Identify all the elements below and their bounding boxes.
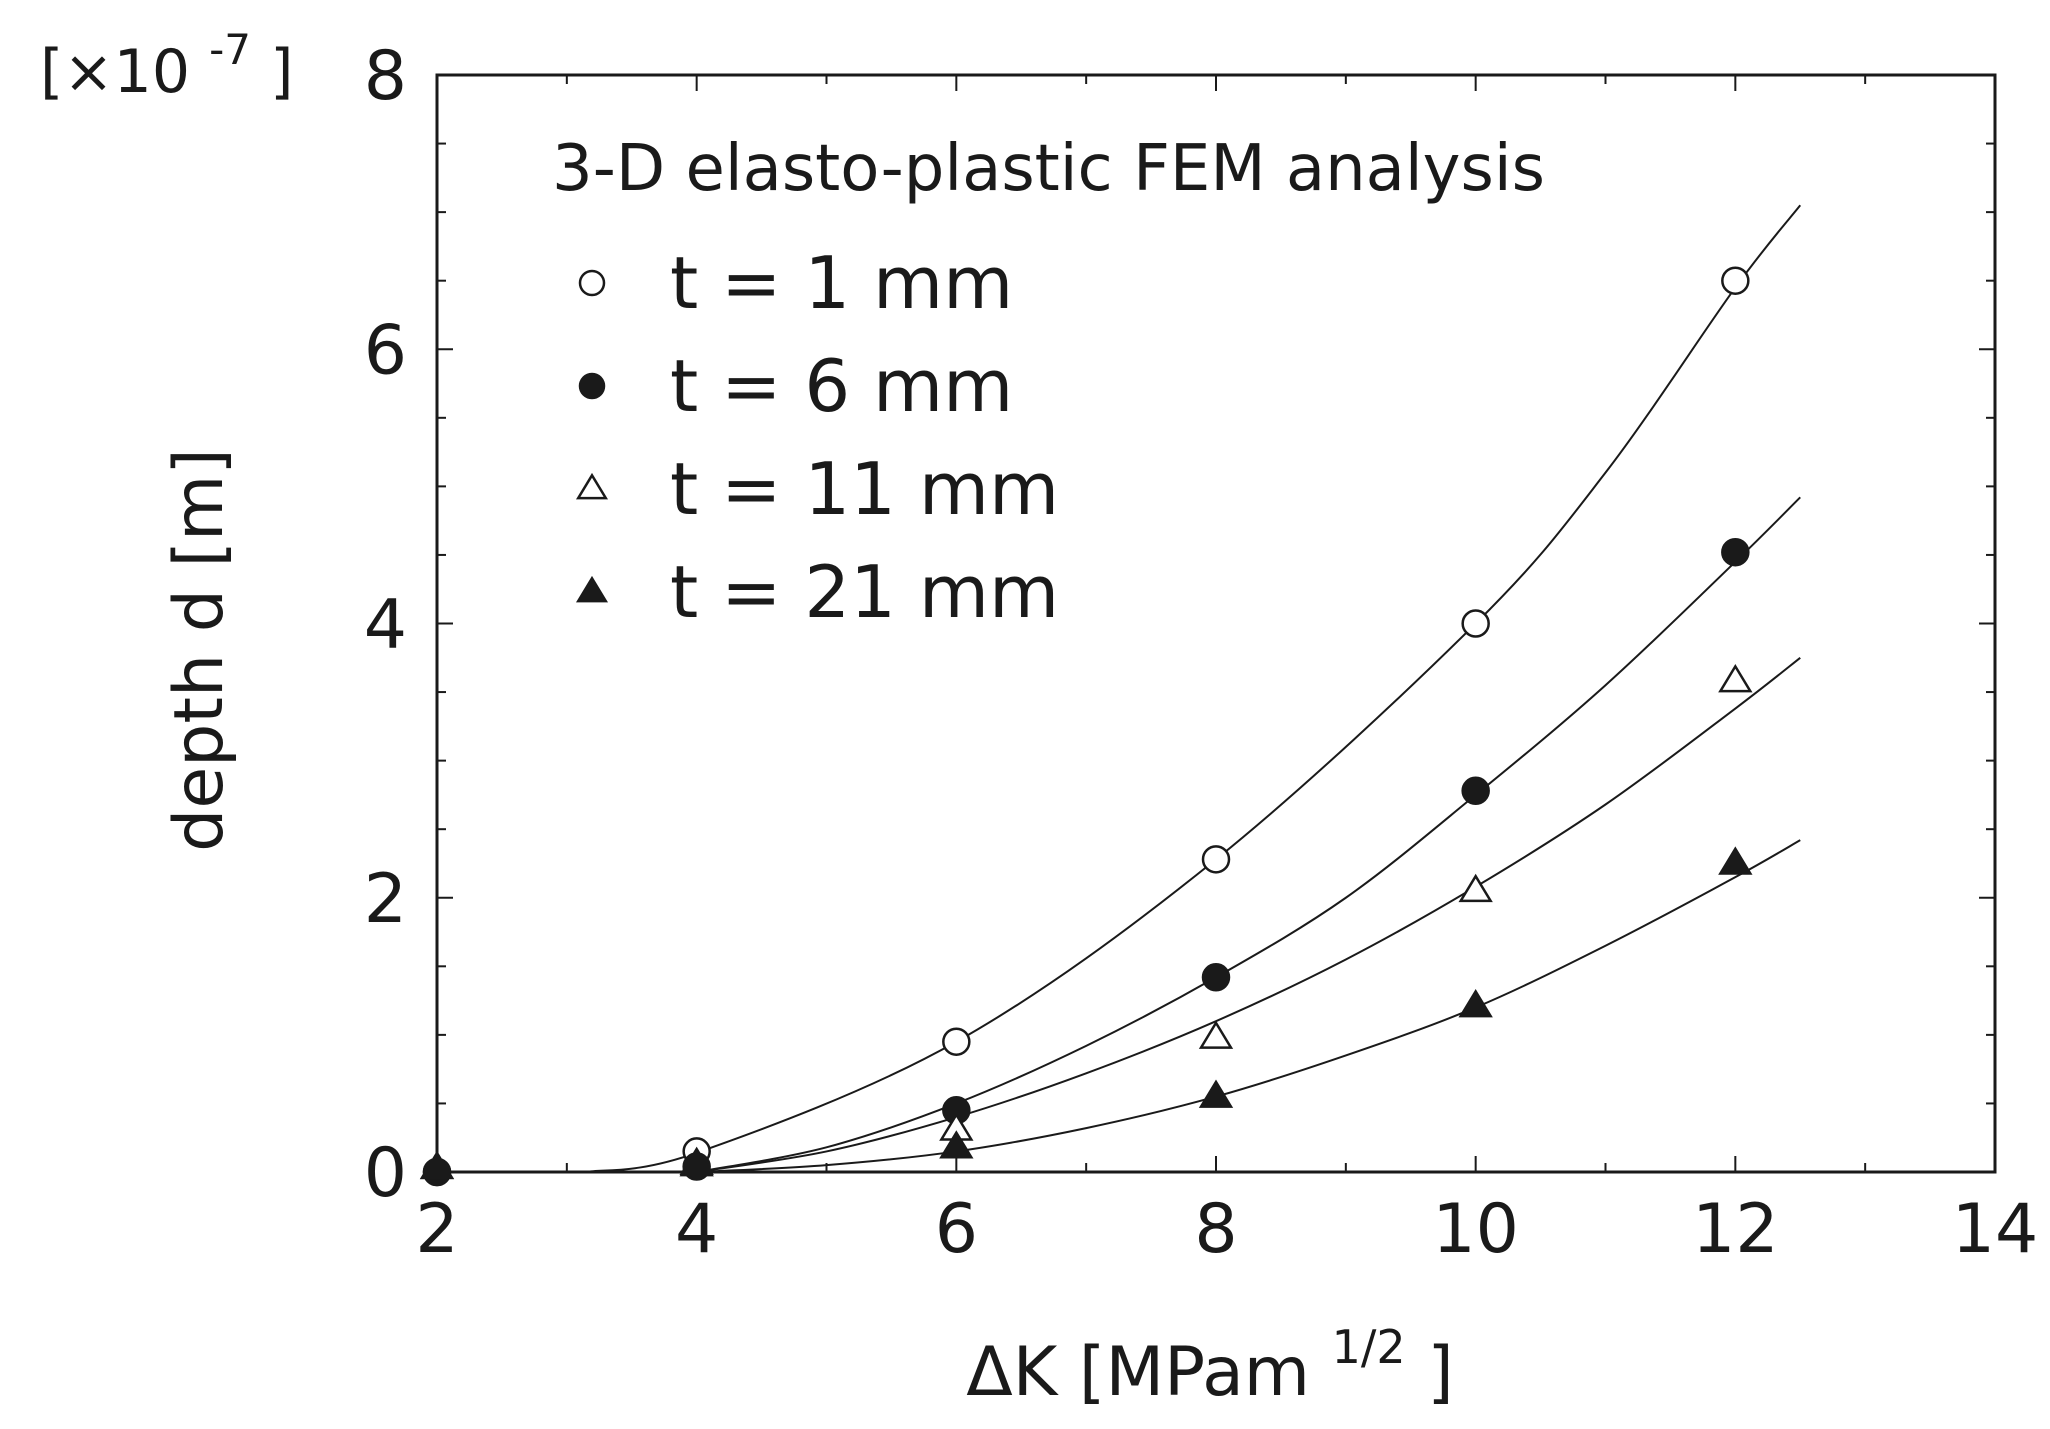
- x-tick-label: 10: [1432, 1190, 1519, 1269]
- y-multiplier-prefix: [×10: [40, 37, 190, 107]
- x-axis-label: ΔK [MPam 1/2 ]: [966, 1301, 1454, 1412]
- x-tick-label: 6: [935, 1190, 978, 1269]
- x-axis-label-main: ΔK [MPam: [966, 1333, 1310, 1412]
- data-point-series-3: [1198, 1020, 1234, 1049]
- y-multiplier-label: [×10 -7 ]: [40, 9, 294, 107]
- data-point-series-1: [942, 1027, 971, 1056]
- legend-label-series-1: t = 1 mm: [670, 241, 1013, 325]
- data-point-series-1: [1721, 266, 1750, 295]
- data-point-series-2: [1461, 776, 1490, 806]
- data-point-series-3: [1458, 873, 1493, 903]
- data-point-series-4: [1718, 846, 1753, 875]
- x-tick-label: 4: [675, 1190, 718, 1269]
- chart-title: 3-D elasto-plastic FEM analysis: [552, 132, 1545, 206]
- x-axis-label-sup: 1/2: [1332, 1320, 1406, 1374]
- y-axis-label: depth d [m]: [160, 448, 239, 852]
- legend-label-series-2: t = 6 mm: [670, 344, 1013, 428]
- data-point-series-1: [1461, 609, 1490, 638]
- fit-curve-series-3: [696, 656, 1801, 1173]
- data-point-series-4: [1458, 988, 1493, 1018]
- y-tick-label: 6: [364, 311, 407, 390]
- y-multiplier-suffix: ]: [270, 37, 293, 107]
- fit-curve-series-2: [696, 496, 1801, 1173]
- y-multiplier-sup: -7: [209, 25, 251, 74]
- legend-label-series-4: t = 21 mm: [670, 550, 1059, 634]
- x-tick-label: 14: [1952, 1190, 2039, 1269]
- fit-curve-series-4: [696, 839, 1801, 1173]
- x-tick-label: 2: [415, 1190, 458, 1269]
- y-tick-label: 2: [364, 860, 407, 939]
- legend-marker-series-2: [578, 372, 606, 400]
- fit-curve-series-1: [586, 204, 1802, 1173]
- x-tick-label: 12: [1692, 1190, 1779, 1269]
- data-point-series-1: [1201, 845, 1231, 874]
- x-axis-label-end: ]: [1427, 1333, 1454, 1412]
- data-point-series-2: [1201, 963, 1231, 992]
- data-point-series-4: [1198, 1079, 1234, 1108]
- legend-marker-series-4: [575, 575, 609, 603]
- data-point-series-4: [939, 1130, 974, 1159]
- y-tick-label: 4: [364, 586, 407, 665]
- data-point-series-3: [1718, 663, 1753, 693]
- y-tick-label: 0: [364, 1134, 407, 1213]
- legend-label-series-3: t = 11 mm: [670, 447, 1059, 531]
- data-point-series-4: [419, 1150, 455, 1180]
- x-tick-label: 8: [1194, 1190, 1237, 1269]
- legend-marker-series-3: [575, 472, 609, 500]
- data-point-series-2: [1721, 537, 1750, 567]
- y-tick-label: 8: [364, 37, 407, 116]
- data-point-series-4: [679, 1148, 714, 1177]
- legend-marker-series-1: [578, 269, 606, 297]
